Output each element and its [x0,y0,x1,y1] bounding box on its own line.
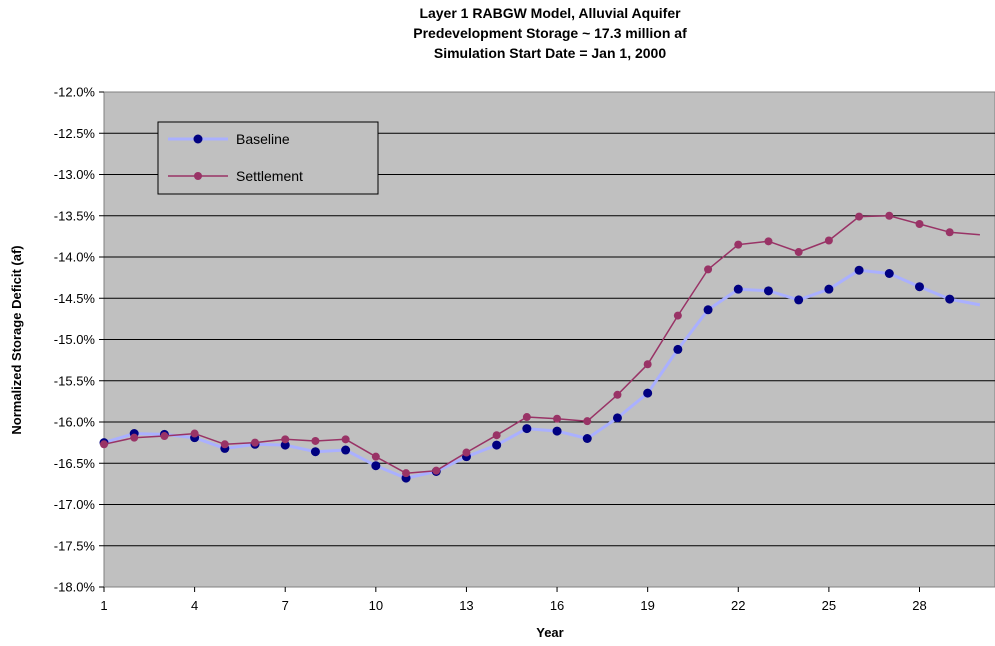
data-point-baseline [643,388,653,398]
data-point-baseline [552,426,562,436]
data-point-baseline [884,269,894,278]
data-point-settlement [794,248,803,257]
data-point-settlement [734,240,743,249]
data-point-settlement [764,237,773,246]
data-point-baseline [492,440,502,450]
data-point-settlement [462,448,471,457]
x-tick-label: 28 [912,598,926,613]
series-line-baseline [103,268,981,480]
data-point-settlement [885,211,894,220]
data-point-baseline [371,461,381,471]
y-tick-label: -12.5% [54,126,96,141]
x-tick-label: 10 [369,598,383,613]
data-point-baseline [280,440,290,450]
data-point-settlement [704,265,713,274]
data-point-settlement [402,469,411,478]
data-point-settlement [311,436,320,445]
data-point-settlement [432,466,441,475]
data-point-baseline [945,294,955,304]
data-point-settlement [613,390,622,399]
legend-label-settlement: Settlement [236,168,303,184]
data-point-settlement [281,435,290,444]
y-tick-label: -16.0% [54,415,96,430]
data-point-baseline [824,284,834,294]
data-point-settlement [522,413,531,422]
x-tick-label: 25 [822,598,836,613]
y-axis-title: Normalized Storage Deficit (af) [9,245,24,434]
data-point-baseline [522,424,532,434]
legend-marker-settlement [194,172,202,180]
data-point-baseline [341,445,351,455]
data-point-baseline [733,284,743,294]
y-tick-label: -15.0% [54,332,96,347]
data-point-baseline [612,413,622,423]
data-point-settlement [673,311,682,320]
y-tick-label: -16.5% [54,456,96,471]
x-tick-label: 16 [550,598,564,613]
legend-box [157,121,379,195]
data-point-baseline [703,305,713,315]
chart-title-line-1: Layer 1 RABGW Model, Alluvial Aquifer [419,5,681,21]
legend-label-baseline: Baseline [236,131,290,147]
series-layer [99,211,981,483]
data-point-settlement [251,438,260,447]
data-point-settlement [824,236,833,245]
y-tick-label: -17.5% [54,538,96,553]
data-point-settlement [130,433,139,442]
x-tick-label: 1 [100,598,107,613]
y-tick-label: -13.5% [54,208,96,223]
x-axis-ticks: 1 4 7 10 13 16 19 22 25 28 [100,587,927,613]
data-point-settlement [855,212,864,221]
data-point-settlement [553,414,562,423]
data-point-baseline [673,344,683,354]
data-point-settlement [492,431,501,440]
data-point-settlement [341,435,350,444]
chart-title-line-2: Predevelopment Storage ~ 17.3 million af [413,25,687,41]
x-tick-label: 22 [731,598,745,613]
data-point-baseline [763,286,773,296]
data-point-settlement [220,440,229,449]
data-point-settlement [371,452,380,461]
y-tick-label: -14.0% [54,250,96,265]
x-axis-title: Year [536,625,563,640]
x-tick-label: 13 [459,598,473,613]
series-line-settlement [103,215,980,474]
x-tick-label: 7 [282,598,289,613]
y-tick-label: -17.0% [54,497,96,512]
data-point-baseline [310,447,320,457]
y-axis-ticks: -12.0% -12.5% -13.0% -13.5% -14.0% -14.5% -15.… [54,85,104,595]
data-point-baseline [794,295,804,305]
legend: Baseline Settlement [157,121,379,195]
data-point-settlement [643,360,652,369]
chart-title-line-3: Simulation Start Date = Jan 1, 2000 [434,45,666,61]
data-point-settlement [583,417,592,426]
y-tick-label: -15.5% [54,373,96,388]
y-tick-label: -12.0% [54,85,96,100]
y-tick-label: -14.5% [54,291,96,306]
data-point-baseline [582,434,592,443]
data-point-settlement [945,228,954,237]
y-tick-label: -13.0% [54,167,96,182]
data-point-settlement [190,429,199,438]
data-point-baseline [914,282,924,292]
legend-marker-baseline [193,134,203,144]
data-point-settlement [100,440,108,449]
data-point-settlement [160,432,169,441]
x-tick-label: 4 [191,598,198,613]
x-tick-label: 19 [640,598,654,613]
data-point-settlement [915,220,924,228]
y-tick-label: -18.0% [54,580,96,595]
data-point-baseline [854,265,864,275]
